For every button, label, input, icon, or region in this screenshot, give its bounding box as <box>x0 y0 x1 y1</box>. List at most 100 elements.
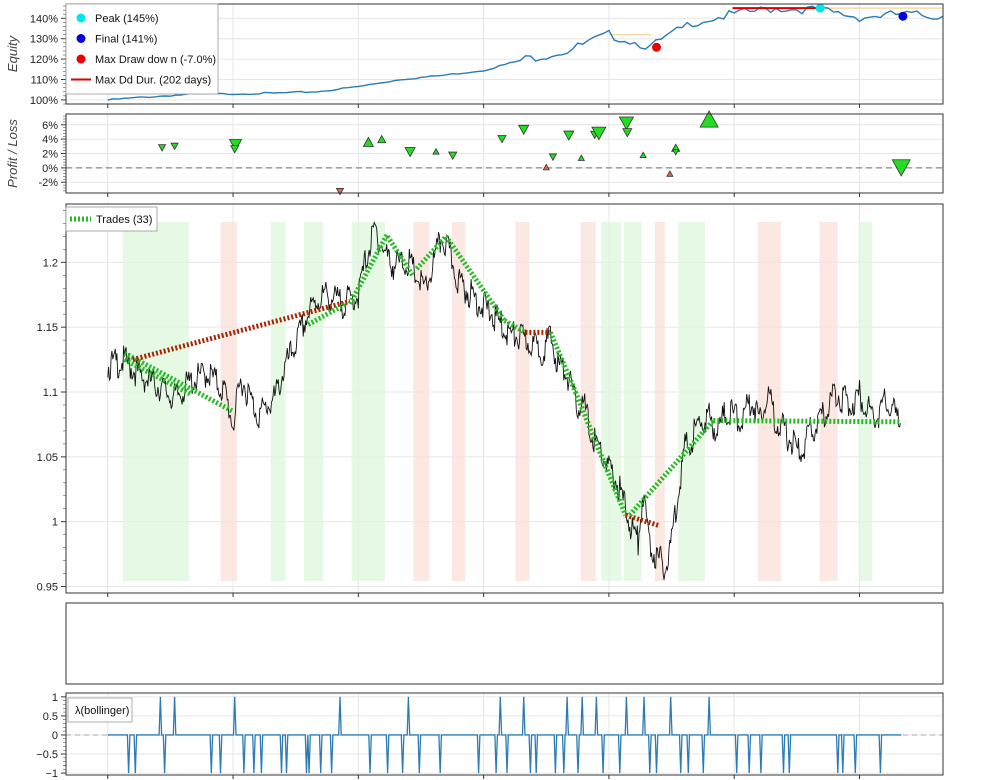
trade-pnl-marker <box>170 142 179 151</box>
trade-pnl-marker <box>157 144 167 152</box>
trade-pnl-marker <box>622 128 633 138</box>
trade-shade <box>623 222 642 581</box>
trade-line <box>123 350 235 414</box>
trade-shade <box>515 222 530 581</box>
trade-pnl-marker <box>362 136 375 147</box>
legend-box <box>67 697 133 723</box>
y-tick-label: 100% <box>30 95 58 107</box>
final-marker <box>898 11 908 21</box>
y-tick-label: 130% <box>30 34 58 46</box>
y-tick-label: 0.5 <box>43 711 58 723</box>
trade-line <box>443 234 507 323</box>
y-tick-label: 140% <box>30 13 58 25</box>
trade-pnl-marker <box>230 145 240 154</box>
trade-pnl-marker <box>404 147 416 158</box>
y-tick-label: 6% <box>42 120 58 132</box>
y-axis-title: Equity <box>5 34 20 72</box>
trade-shade <box>304 222 324 581</box>
profit-loss-panel: -2% 0% 2% 4% 6% Profit / Loss <box>5 110 944 197</box>
y-tick-label: 1.15 <box>37 322 58 334</box>
trade-line <box>624 512 660 528</box>
trade-shade <box>351 222 386 581</box>
trade-pnl-marker <box>639 151 647 159</box>
y-tick-label: 1.1 <box>43 387 58 399</box>
trade-pnl-marker <box>335 188 345 196</box>
equity-panel: 100% 110% 120% 130% 140% Equity Peak (145%) Fin… <box>5 3 944 108</box>
legend-label: Final (141%) <box>95 34 157 46</box>
trade-pnl-marker <box>432 147 440 155</box>
trade-line <box>132 298 351 363</box>
y-tick-label: 0.95 <box>37 582 58 594</box>
legend-marker-dot <box>76 13 86 23</box>
y-tick-label: 2% <box>42 149 58 161</box>
trade-shade <box>678 222 705 581</box>
trade-pnl-marker <box>666 170 674 177</box>
plot-border <box>65 113 944 194</box>
legend-marker-dot <box>76 54 86 64</box>
peak-marker <box>815 3 825 13</box>
plot-background <box>66 204 943 593</box>
trade-shade <box>757 222 781 581</box>
trade-pnl-marker <box>542 163 550 171</box>
y-tick-label: 4% <box>42 134 58 146</box>
trade-shade <box>654 222 665 581</box>
trade-line <box>548 331 578 393</box>
max-drawdown-marker <box>652 42 662 52</box>
plot-background <box>66 693 943 775</box>
trade-shade <box>413 222 430 581</box>
trade-pnl-marker <box>448 151 458 161</box>
legend-box <box>65 3 219 95</box>
trade-line <box>627 418 716 517</box>
trade-shade <box>580 222 596 581</box>
plot-border <box>65 692 944 776</box>
y-tick-label: 1 <box>52 692 58 704</box>
trade-shade <box>270 222 286 581</box>
trade-pnl-marker <box>891 159 911 177</box>
trade-line <box>307 301 348 327</box>
y-tick-label: 0% <box>42 163 58 175</box>
legend-label: Max Dd Dur. (202 days) <box>95 75 211 87</box>
trade-shade <box>220 222 238 581</box>
y-tick-label: −1 <box>45 768 58 780</box>
price-line <box>107 220 901 580</box>
bollinger-indicator-panel: −1 −0.5 0 0.5 1 λ(bollinger) <box>36 692 944 780</box>
bollinger-legend: λ(bollinger) <box>67 697 133 723</box>
trade-pnl-marker <box>228 139 243 152</box>
trades-legend: Trades (33) <box>65 206 158 232</box>
trade-line <box>713 418 902 425</box>
trade-pnl-marker <box>497 135 507 144</box>
plot-border <box>65 602 944 685</box>
y-axis-title: Profit / Loss <box>5 119 20 188</box>
trade-pnl-marker <box>548 153 558 162</box>
trade-pnl-marker <box>563 130 575 141</box>
trade-pnl-marker <box>577 154 586 161</box>
y-tick-label: -2% <box>38 177 58 189</box>
legend-marker-dot <box>76 34 86 43</box>
legend-label: Peak (145%) <box>95 13 159 25</box>
empty-volume-panel <box>65 602 944 685</box>
trade-pnl-marker <box>699 110 719 128</box>
y-tick-label: 1.2 <box>43 257 58 269</box>
bollinger-line <box>107 696 902 774</box>
trade-pnl-marker <box>591 126 607 141</box>
trade-line <box>347 232 390 306</box>
price-trades-panel: 0.95 1 1.05 1.1 1.15 1.2 Trades (33) <box>37 203 944 597</box>
trade-line <box>123 357 193 397</box>
trade-pnl-marker <box>377 134 387 144</box>
y-tick-label: 1.05 <box>37 452 58 464</box>
trade-pnl-marker <box>618 116 635 131</box>
trade-pnl-marker <box>672 148 680 156</box>
legend-box <box>65 206 158 232</box>
y-tick-label: 110% <box>31 75 59 87</box>
y-tick-label: −0.5 <box>36 749 58 761</box>
y-tick-label: 0 <box>52 730 58 742</box>
equity-line <box>107 5 944 101</box>
trade-shade <box>451 222 466 581</box>
trade-pnl-marker <box>518 124 530 136</box>
y-tick-label: 120% <box>30 54 58 66</box>
y-tick-label: 1 <box>52 517 58 529</box>
trade-line <box>594 442 628 517</box>
trade-shade <box>601 222 622 581</box>
trade-line <box>414 234 448 271</box>
